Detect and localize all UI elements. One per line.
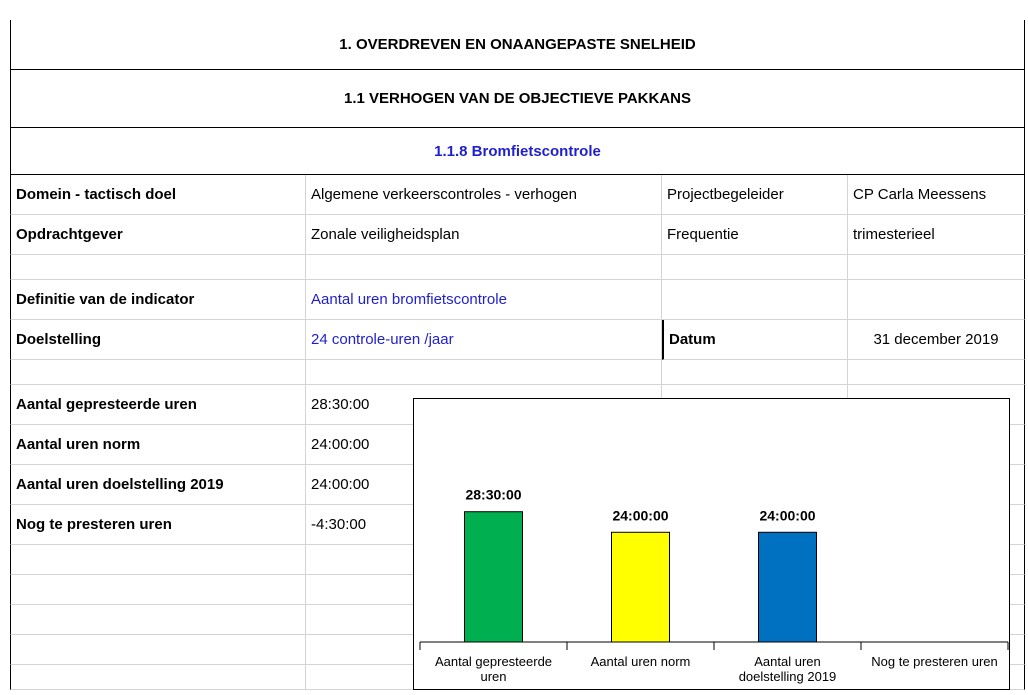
bar — [758, 531, 817, 643]
cell: Domein - tactisch doel — [10, 175, 306, 215]
cell — [10, 635, 306, 665]
cell — [848, 280, 1025, 320]
x-tick-label: Aantal uren doelstelling 2019 — [738, 654, 837, 684]
cell — [306, 360, 662, 385]
cell: 24 controle-uren /jaar — [306, 320, 662, 360]
cell: Opdrachtgever — [10, 215, 306, 255]
cell — [306, 255, 662, 280]
cell: Datum — [662, 320, 848, 360]
cell: Algemene verkeerscontroles - verhogen — [306, 175, 662, 215]
x-tick-label: Aantal gepresteerde uren — [434, 654, 553, 684]
cell: trimesterieel — [848, 215, 1025, 255]
cell: Definitie van de indicator — [10, 280, 306, 320]
cell — [848, 255, 1025, 280]
cell: CP Carla Meessens — [848, 175, 1025, 215]
chart: 28:30:00 24:00:00 24:00:00 — [413, 398, 1010, 690]
cell — [10, 575, 306, 605]
x-tick-label: Nog te presteren uren — [871, 654, 998, 669]
data-label: 28:30:00 — [465, 487, 521, 503]
cell — [10, 665, 306, 690]
cell: Aantal uren doelstelling 2019 — [10, 465, 306, 505]
cell — [10, 545, 306, 575]
cell — [10, 255, 306, 280]
subtitle: 1.1 VERHOGEN VAN DE OBJECTIEVE PAKKANS — [10, 70, 1025, 128]
cell: Aantal gepresteerde uren — [10, 385, 306, 425]
bar — [464, 511, 523, 643]
cell: Aantal uren bromfietscontrole — [306, 280, 662, 320]
cell — [848, 360, 1025, 385]
cell — [662, 255, 848, 280]
cell: 31 december 2019 — [848, 320, 1025, 360]
title: 1. OVERDREVEN EN ONAANGEPASTE SNELHEID — [10, 20, 1025, 70]
cell — [662, 280, 848, 320]
data-label: 24:00:00 — [759, 507, 815, 523]
cell: Projectbegeleider — [662, 175, 848, 215]
data-label: 24:00:00 — [612, 507, 668, 523]
cell — [10, 360, 306, 385]
cell: Zonale veiligheidsplan — [306, 215, 662, 255]
cell — [662, 360, 848, 385]
cell: Doelstelling — [10, 320, 306, 360]
section-title: 1.1.8 Bromfietscontrole — [10, 128, 1025, 175]
cell: Aantal uren norm — [10, 425, 306, 465]
cell: Nog te presteren uren — [10, 505, 306, 545]
x-tick-label: Aantal uren norm — [590, 654, 691, 669]
cell — [10, 605, 306, 635]
cell: Frequentie — [662, 215, 848, 255]
bar — [611, 531, 670, 643]
